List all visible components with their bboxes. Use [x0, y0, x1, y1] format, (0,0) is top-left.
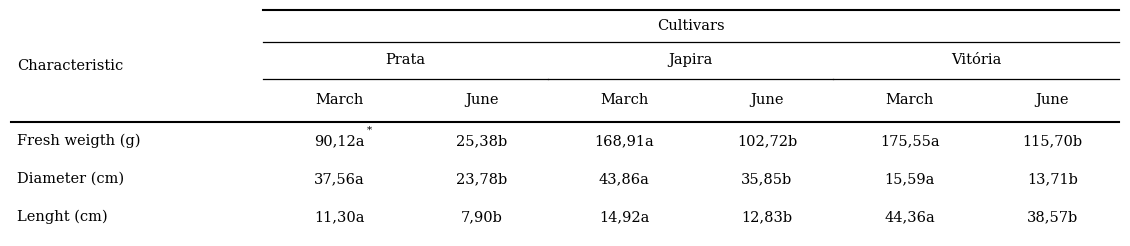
Text: *: *: [366, 126, 372, 135]
Text: 35,85b: 35,85b: [741, 172, 792, 186]
Text: March: March: [600, 93, 649, 107]
Text: June: June: [1035, 93, 1069, 107]
Text: Japira: Japira: [669, 53, 713, 67]
Text: 168,91a: 168,91a: [594, 134, 654, 148]
Text: 23,78b: 23,78b: [457, 172, 507, 186]
Text: 90,12a: 90,12a: [314, 134, 364, 148]
Text: Fresh weigth (g): Fresh weigth (g): [17, 134, 140, 148]
Text: Diameter (cm): Diameter (cm): [17, 172, 124, 186]
Text: 13,71b: 13,71b: [1027, 172, 1078, 186]
Text: 38,57b: 38,57b: [1027, 210, 1078, 224]
Text: Characteristic: Characteristic: [17, 59, 123, 73]
Text: 25,38b: 25,38b: [457, 134, 507, 148]
Text: Lenght (cm): Lenght (cm): [17, 210, 107, 224]
Text: March: March: [315, 93, 364, 107]
Text: 115,70b: 115,70b: [1023, 134, 1083, 148]
Text: 37,56a: 37,56a: [314, 172, 365, 186]
Text: June: June: [466, 93, 498, 107]
Text: 7,90b: 7,90b: [461, 210, 503, 224]
Text: June: June: [750, 93, 784, 107]
Text: March: March: [886, 93, 933, 107]
Text: Prata: Prata: [385, 53, 426, 67]
Text: 44,36a: 44,36a: [885, 210, 935, 224]
Text: 14,92a: 14,92a: [599, 210, 650, 224]
Text: 11,30a: 11,30a: [314, 210, 364, 224]
Text: 102,72b: 102,72b: [737, 134, 797, 148]
Text: 175,55a: 175,55a: [880, 134, 939, 148]
Text: Vitória: Vitória: [950, 53, 1001, 67]
Text: 43,86a: 43,86a: [599, 172, 650, 186]
Text: Cultivars: Cultivars: [657, 19, 724, 33]
Text: 15,59a: 15,59a: [885, 172, 935, 186]
Text: 12,83b: 12,83b: [741, 210, 792, 224]
